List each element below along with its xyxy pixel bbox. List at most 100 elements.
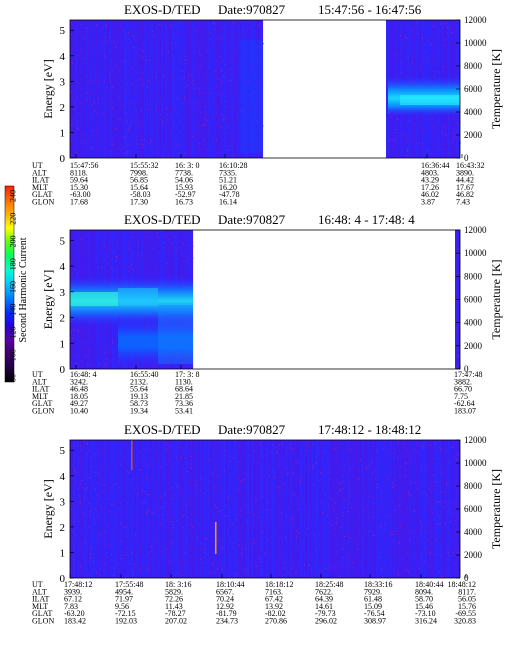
heatmap-speck (94, 509, 96, 511)
heatmap-speck (71, 123, 73, 125)
heatmap-speck (443, 148, 445, 150)
heatmap-column (148, 440, 150, 578)
heatmap-speck (141, 489, 143, 491)
heatmap-column (244, 440, 246, 578)
heatmap-speck (171, 113, 173, 114)
heatmap-column (408, 440, 410, 578)
heatmap-speck (221, 509, 223, 511)
heatmap-speck (190, 74, 192, 76)
heatmap-speck (223, 76, 225, 78)
heatmap-column (176, 20, 178, 158)
heatmap-speck (382, 532, 384, 534)
heatmap-speck (203, 493, 205, 495)
heatmap-speck (406, 449, 408, 451)
heatmap-column (74, 440, 76, 578)
heatmap-column (78, 440, 80, 578)
heatmap-speck (267, 484, 269, 486)
heatmap-speck (188, 75, 190, 77)
heatmap-column (162, 440, 164, 578)
heatmap-speck (221, 568, 223, 570)
heatmap-speck (158, 67, 160, 69)
heatmap-speck (451, 541, 452, 543)
heatmap-speck (198, 570, 200, 572)
heatmap-speck (295, 530, 297, 532)
heatmap-speck (268, 446, 270, 448)
heatmap-speck (395, 527, 397, 529)
heatmap-speck (251, 443, 253, 445)
heatmap-speck (222, 538, 224, 540)
heatmap-column (114, 20, 116, 158)
heatmap-speck (93, 135, 95, 137)
heatmap-speck (410, 140, 412, 141)
heatmap-speck (90, 336, 92, 338)
table-cell: 18:10:44 (216, 580, 244, 589)
heatmap-speck (107, 526, 109, 528)
y-tick-label: 1 (60, 338, 66, 350)
heatmap-speck (123, 136, 125, 138)
heatmap-speck (333, 448, 335, 450)
heatmap-speck (75, 64, 76, 66)
heatmap-speck (166, 548, 168, 550)
heatmap-speck (182, 509, 184, 511)
heatmap-speck (103, 484, 105, 486)
heatmap-column (154, 20, 156, 158)
heatmap-speck (74, 109, 76, 111)
heatmap-speck (234, 88, 236, 90)
heatmap-speck (262, 125, 264, 127)
heatmap-speck (115, 256, 117, 258)
heatmap-speck (155, 76, 157, 78)
heatmap-speck (161, 109, 163, 111)
heatmap-speck (306, 443, 307, 445)
heatmap-speck (96, 137, 98, 139)
y2-tick-label: 6000 (464, 84, 483, 94)
heatmap-speck (112, 342, 114, 344)
heatmap-speck (433, 507, 435, 509)
heatmap-speck (444, 44, 446, 46)
table-cell: 3890. (456, 168, 474, 177)
heatmap-speck (235, 82, 237, 84)
heatmap-speck (88, 503, 90, 505)
heatmap-speck (405, 475, 407, 477)
row-label: MLT (32, 183, 48, 192)
heatmap-speck (192, 135, 194, 137)
heatmap-speck (162, 242, 164, 244)
heatmap-speck (111, 86, 113, 88)
heatmap-column (232, 20, 234, 158)
heatmap-column (332, 440, 334, 578)
heatmap-speck (131, 122, 133, 124)
heatmap-speck (264, 454, 266, 456)
heatmap-speck (293, 494, 295, 496)
heatmap-speck (246, 521, 248, 523)
heatmap-column (120, 20, 122, 158)
colorbar-tick-label: 80 (9, 374, 18, 382)
heatmap-speck (383, 538, 385, 540)
heatmap-speck (418, 34, 420, 36)
heatmap-speck (165, 502, 167, 504)
heatmap-speck (177, 483, 179, 485)
table-cell: 308.97 (364, 617, 386, 626)
heatmap-speck (339, 490, 341, 492)
heatmap-speck (432, 126, 434, 128)
heatmap-speck (444, 23, 446, 25)
heatmap-speck (169, 521, 171, 523)
heatmap-speck (141, 569, 143, 571)
heatmap-speck (191, 512, 193, 514)
table-cell: 207.02 (165, 617, 187, 626)
heatmap-speck (365, 467, 367, 469)
heatmap-speck (156, 60, 158, 62)
heatmap-speck (111, 143, 113, 145)
heatmap-speck (146, 118, 148, 120)
heatmap-speck (170, 242, 172, 244)
heatmap-speck (453, 135, 455, 137)
panel-title: EXOS-D/TED (124, 422, 201, 437)
table-cell: 16:48: 4 (70, 370, 96, 379)
heatmap-speck (129, 150, 131, 152)
heatmap-column (90, 440, 92, 578)
heatmap-speck (143, 50, 145, 52)
heatmap-speck (112, 270, 114, 272)
heatmap-speck (124, 554, 125, 556)
heatmap-speck (406, 37, 408, 39)
heatmap-column (126, 440, 128, 578)
heatmap-speck (139, 468, 141, 470)
heatmap-column (80, 20, 82, 158)
